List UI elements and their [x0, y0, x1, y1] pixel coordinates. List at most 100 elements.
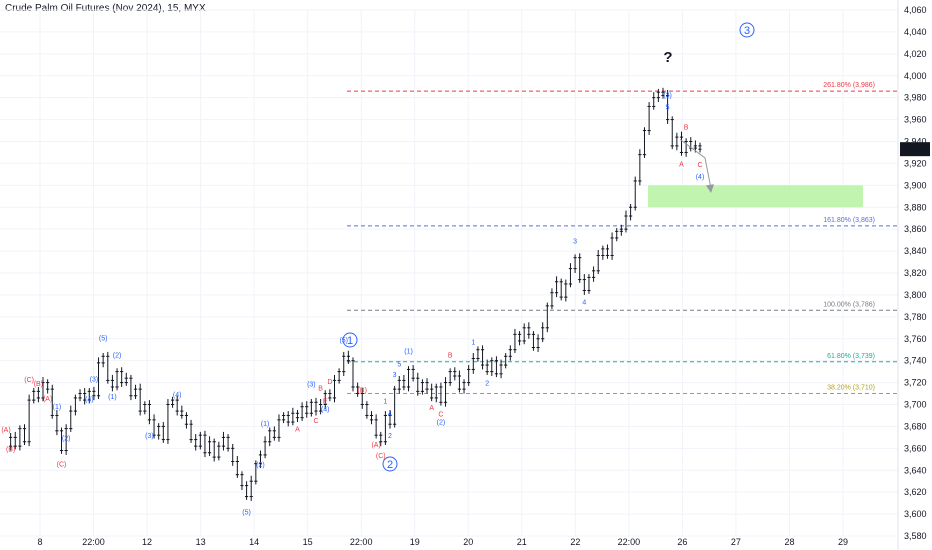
wave-label: B [318, 386, 323, 393]
x-tick-label: 21 [517, 537, 527, 547]
wave-label: (4) [696, 174, 705, 181]
y-tick-label: 3,880 [904, 202, 927, 212]
fibonacci-levels: 261.80% (3,986) 161.80% (3,863) 100.00% (3… [347, 82, 898, 395]
fib-label: 261.80% (3,986) [823, 82, 875, 89]
wave-label: (5) [339, 337, 348, 344]
y-tick-label: 3,980 [904, 93, 927, 103]
y-tick-label: 3,720 [904, 378, 927, 388]
wave-label: 4 [388, 411, 392, 418]
x-tick-label: 12 [142, 537, 152, 547]
major-wave-circle [342, 332, 358, 348]
major-wave-label: 3 [744, 25, 750, 37]
y-tick-label: 3,740 [904, 356, 927, 366]
target-zone-layer [648, 185, 863, 208]
fib-label: 61.80% (3,739) [827, 353, 875, 360]
y-tick-label: 3,680 [904, 421, 927, 431]
wave-label: A [295, 427, 300, 434]
y-tick-label: 4,040 [904, 27, 927, 37]
last-price-badge [900, 142, 930, 157]
y-tick-label: 3,820 [904, 268, 927, 278]
y-tick-label: 4,060 [904, 5, 927, 15]
wave-label: (2) [437, 419, 446, 426]
x-tick-label: 22:00 [618, 537, 641, 547]
wave-label: (4) [321, 407, 330, 414]
y-tick-label: 3,800 [904, 290, 927, 300]
wave-label: (C) [57, 462, 67, 469]
wave-label: 1 [383, 398, 387, 405]
wave-label: (B) [6, 446, 15, 453]
wave-label: 5 [397, 361, 401, 368]
wave-label: (3) [307, 381, 316, 388]
wave-label: (A) [371, 442, 380, 449]
wave-label: (3) [663, 93, 672, 100]
wave-label: D [327, 379, 332, 386]
wave-label: (4) [173, 392, 182, 399]
major-wave-label: 2 [387, 459, 393, 471]
major-wave-label: 1 [347, 335, 353, 347]
projection-arrow [679, 138, 712, 189]
wave-label: A [429, 405, 434, 412]
chart-title: Crude Palm Oil Futures (Nov 2024), 15, M… [5, 3, 206, 14]
x-tick-label: 22 [570, 537, 580, 547]
wave-label: (5) [99, 335, 108, 342]
wave-label: 3 [393, 372, 397, 379]
wave-label: (C) [24, 377, 34, 384]
target-zone [648, 185, 863, 208]
wave-label: (C) [376, 453, 386, 460]
y-tick-label: 3,860 [904, 224, 927, 234]
wave-label: (1) [53, 404, 62, 411]
wave-label: (3) [90, 377, 99, 384]
x-tick-label: 26 [677, 537, 687, 547]
wave-label: B [448, 353, 453, 360]
wave-label: (1) [404, 348, 413, 355]
fib-label: 100.00% (3,786) [823, 301, 875, 308]
grid-lines [0, 9, 898, 537]
y-tick-label: 3,580 [904, 531, 927, 541]
candles [9, 87, 702, 501]
y-tick-label: 3,840 [904, 246, 927, 256]
y-tick-label: 3,960 [904, 115, 927, 125]
wave-label: 2 [388, 433, 392, 440]
wave-label: (2) [62, 436, 71, 443]
wave-label: 4 [582, 300, 586, 307]
y-tick-label: 3,780 [904, 312, 927, 322]
question-mark: ? [663, 49, 672, 66]
fib-label: 161.80% (3,863) [823, 217, 875, 224]
wave-label: B [684, 125, 689, 132]
x-tick-label: 27 [731, 537, 741, 547]
wave-label: (4) [85, 396, 94, 403]
y-tick-label: 3,660 [904, 443, 927, 453]
wave-label: 5 [666, 105, 670, 112]
wave-label: (A) [1, 427, 10, 434]
wave-label: 2 [485, 381, 489, 388]
x-tick-label: 8 [37, 537, 42, 547]
axes: 3,580 3,600 3,620 3,640 3,660 3,680 3,700 3,720… [37, 0, 930, 550]
wave-label: (2) [256, 462, 265, 469]
wave-label: (3) [145, 433, 154, 440]
y-tick-label: 3,920 [904, 158, 927, 168]
wave-label: (1) [261, 421, 270, 428]
x-tick-label: 15 [303, 537, 313, 547]
wave-label: (A) [43, 396, 52, 403]
fib-label: 38.20% (3,710) [827, 385, 875, 392]
major-wave-circle [739, 22, 755, 38]
x-tick-label: 29 [838, 537, 848, 547]
y-tick-label: 3,900 [904, 180, 927, 190]
wave-labels: (A)(B)(C)(B)(A)(C)(1)(2)(3)(4)(5)(1)(2)(… [1, 22, 755, 517]
wave-label: C [313, 418, 318, 425]
x-tick-label: 14 [249, 537, 259, 547]
last-price-label: 3,933 [904, 144, 927, 154]
y-tick-label: 4,020 [904, 49, 927, 59]
x-tick-label: 20 [463, 537, 473, 547]
y-tick-label: 3,640 [904, 465, 927, 475]
wave-label: C [697, 162, 702, 169]
wave-label: C [438, 411, 443, 418]
y-tick-label: 3,940 [904, 137, 927, 147]
wave-label: (B) [34, 381, 43, 388]
x-tick-label: 19 [410, 537, 420, 547]
x-tick-label: 13 [196, 537, 206, 547]
y-tick-label: 4,000 [904, 71, 927, 81]
wave-label: (5) [242, 510, 251, 517]
wave-label: (B) [358, 388, 367, 395]
